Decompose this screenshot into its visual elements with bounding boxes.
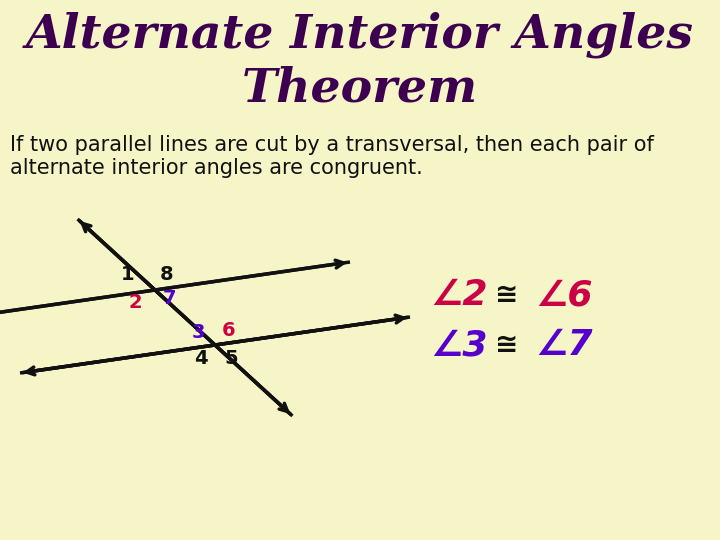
Text: ∠6: ∠6: [535, 278, 593, 312]
Text: 2: 2: [128, 294, 142, 313]
Text: 5: 5: [224, 349, 238, 368]
Text: ∠3: ∠3: [430, 328, 487, 362]
Text: 8: 8: [160, 265, 174, 284]
Text: ≅: ≅: [495, 281, 518, 309]
Text: ∠7: ∠7: [535, 328, 593, 362]
Text: 3: 3: [192, 322, 204, 341]
Text: 7: 7: [163, 289, 176, 308]
Text: 6: 6: [222, 321, 236, 340]
Text: 4: 4: [194, 349, 208, 368]
Text: Theorem: Theorem: [242, 65, 478, 111]
Text: ≅: ≅: [495, 331, 518, 359]
Text: If two parallel lines are cut by a transversal, then each pair of: If two parallel lines are cut by a trans…: [10, 135, 654, 155]
Text: alternate interior angles are congruent.: alternate interior angles are congruent.: [10, 158, 423, 178]
Text: ∠2: ∠2: [430, 278, 487, 312]
Text: Alternate Interior Angles: Alternate Interior Angles: [26, 12, 694, 58]
Text: 1: 1: [121, 266, 135, 285]
